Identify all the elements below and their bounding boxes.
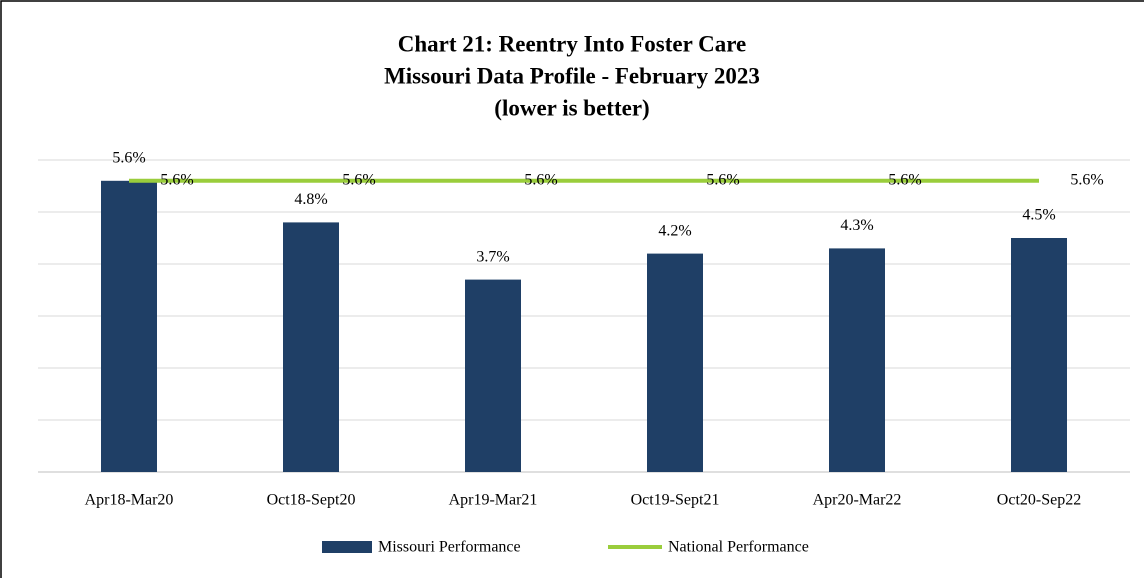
legend-swatch xyxy=(322,541,372,553)
x-tick-label: Oct19-Sept21 xyxy=(631,492,720,509)
bar xyxy=(647,253,703,472)
bar xyxy=(465,279,521,472)
x-tick-label: Oct18-Sept20 xyxy=(267,492,356,509)
x-tick-label: Apr20-Mar22 xyxy=(813,492,902,509)
data-label: 4.3% xyxy=(840,217,873,234)
data-label: 5.6% xyxy=(112,149,145,166)
bar xyxy=(1011,238,1067,472)
data-label: 4.2% xyxy=(658,222,691,239)
data-label: 5.6% xyxy=(706,171,739,188)
data-label: 3.7% xyxy=(476,248,509,265)
x-tick-label: Apr18-Mar20 xyxy=(85,492,174,509)
data-label: 4.8% xyxy=(294,191,327,208)
data-label: 4.5% xyxy=(1022,207,1055,224)
data-label: 5.6% xyxy=(160,171,193,188)
bar xyxy=(283,222,339,472)
bar xyxy=(829,248,885,472)
chart-note: (lower is better) xyxy=(494,95,649,120)
data-label: 5.6% xyxy=(342,171,375,188)
chart-title: Chart 21: Reentry Into Foster Care xyxy=(398,31,747,56)
x-tick-label: Oct20-Sep22 xyxy=(997,492,1081,509)
legend-label: Missouri Performance xyxy=(378,539,521,556)
data-label: 5.6% xyxy=(888,171,921,188)
chart-subtitle: Missouri Data Profile - February 2023 xyxy=(384,63,760,88)
bar xyxy=(101,180,157,473)
data-label: 5.6% xyxy=(1070,171,1103,188)
data-label: 5.6% xyxy=(524,171,557,188)
legend-label: National Performance xyxy=(668,539,809,556)
x-tick-label: Apr19-Mar21 xyxy=(449,492,538,509)
